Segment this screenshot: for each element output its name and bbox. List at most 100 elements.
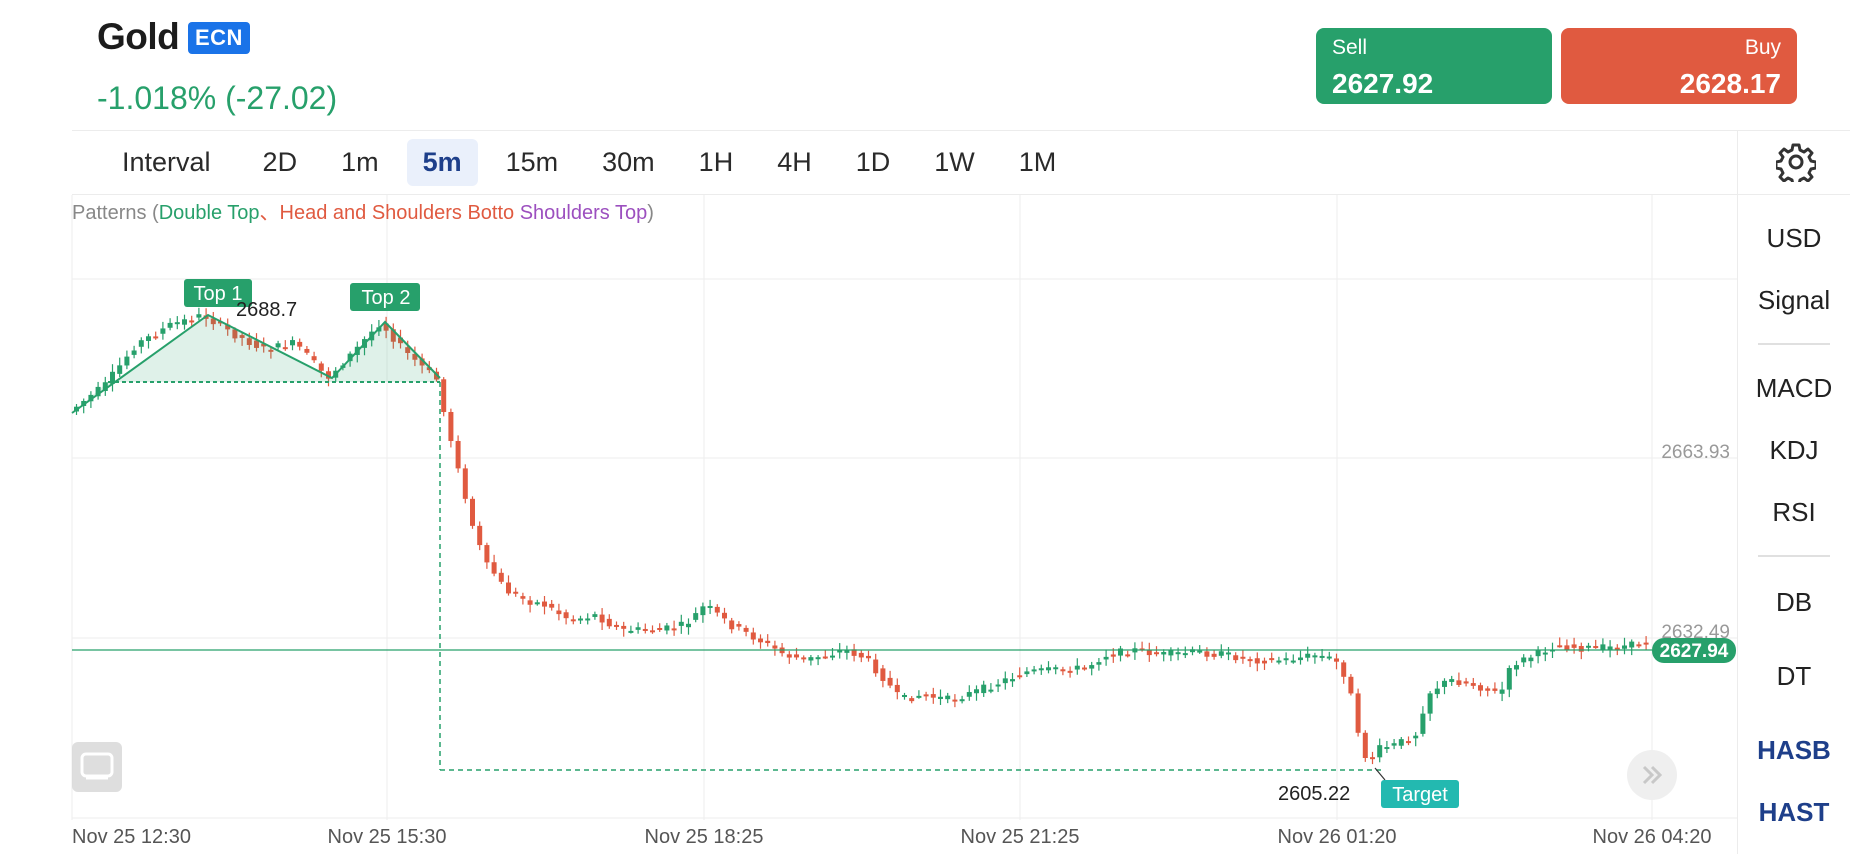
candle-body[interactable] [1607, 646, 1613, 650]
candle-body[interactable] [1485, 688, 1491, 691]
candle-body[interactable] [1427, 693, 1433, 714]
candle-body[interactable] [506, 582, 511, 594]
candle-body[interactable] [1312, 655, 1318, 658]
candle-body[interactable] [801, 657, 807, 660]
candle-body[interactable] [390, 329, 396, 342]
candle-body[interactable] [765, 640, 771, 644]
candle-body[interactable] [182, 319, 187, 325]
candle-body[interactable] [678, 621, 684, 626]
candle-body[interactable] [1262, 660, 1267, 664]
candle-body[interactable] [657, 628, 663, 631]
candle-body[interactable] [534, 602, 540, 605]
currency-usd[interactable]: USD [1766, 223, 1822, 253]
candle-body[interactable] [189, 320, 195, 323]
pattern-head-shoulders-bottom[interactable]: Head and Shoulders Botto [279, 202, 515, 224]
candle-body[interactable] [1038, 668, 1044, 671]
candle-body[interactable] [146, 336, 151, 341]
candle-body[interactable] [167, 322, 173, 328]
candle-body[interactable] [477, 525, 483, 546]
candle-body[interactable] [628, 630, 634, 633]
candle-body[interactable] [578, 618, 583, 621]
candle-body[interactable] [117, 365, 123, 374]
candle-body[interactable] [700, 606, 706, 616]
pattern-dt[interactable]: DT [1776, 661, 1812, 691]
candle-body[interactable] [1600, 644, 1606, 650]
candle-body[interactable] [1103, 656, 1109, 660]
pattern-hast[interactable]: HAST [1758, 797, 1830, 827]
candle-body[interactable] [290, 340, 295, 346]
candle-body[interactable] [1182, 653, 1188, 656]
candle-body[interactable] [1218, 651, 1224, 656]
candle-body[interactable] [1053, 667, 1059, 670]
candle-body[interactable] [966, 692, 972, 697]
candle-body[interactable] [930, 694, 936, 698]
candle-body[interactable] [527, 600, 533, 605]
candle-body[interactable] [1542, 652, 1548, 655]
interval-5m[interactable]: 5m [406, 138, 478, 186]
candle-body[interactable] [297, 341, 303, 347]
candle-body[interactable] [1636, 644, 1642, 647]
candle-body[interactable] [455, 441, 461, 469]
candle-body[interactable] [729, 620, 735, 630]
candle-body[interactable] [549, 603, 555, 608]
candle-body[interactable] [707, 605, 713, 608]
candle-body[interactable] [1074, 665, 1080, 670]
candle-body[interactable] [614, 624, 619, 627]
candle-body[interactable] [822, 656, 828, 659]
candle-body[interactable] [642, 628, 648, 631]
candle-body[interactable] [261, 343, 267, 347]
candle-body[interactable] [1125, 654, 1131, 657]
candle-body[interactable] [419, 358, 425, 366]
candle-body[interactable] [1463, 681, 1469, 684]
candle-body[interactable] [1233, 655, 1239, 661]
candle-body[interactable] [1470, 683, 1476, 686]
gear-icon[interactable] [1776, 142, 1816, 182]
candle-body[interactable] [1391, 743, 1397, 746]
candle-body[interactable] [88, 394, 94, 402]
candle-body[interactable] [1226, 652, 1231, 655]
candle-body[interactable] [318, 363, 324, 371]
candle-body[interactable] [1622, 645, 1627, 649]
candle-body[interactable] [196, 314, 202, 318]
interval-1d[interactable]: 1D [855, 146, 891, 177]
candle-body[interactable] [491, 562, 497, 574]
candle-body[interactable] [794, 654, 799, 658]
candle-body[interactable] [239, 335, 245, 338]
interval-1mo[interactable]: 1M [1018, 146, 1057, 177]
pattern-double-top[interactable]: Double Top [158, 202, 260, 224]
candle-body[interactable] [448, 412, 454, 441]
candle-body[interactable] [671, 628, 677, 631]
candle-body[interactable] [1334, 658, 1339, 662]
candle-body[interactable] [1398, 739, 1404, 746]
candle-body[interactable] [1254, 658, 1260, 664]
candle-body[interactable] [210, 318, 216, 325]
candle-body[interactable] [621, 625, 627, 629]
candle-body[interactable] [923, 694, 929, 697]
candle-body[interactable] [462, 468, 468, 499]
candle-body[interactable] [174, 322, 180, 325]
candle-body[interactable] [750, 632, 756, 640]
candle-body[interactable] [383, 323, 389, 331]
pattern-db[interactable]: DB [1775, 587, 1813, 617]
candle-body[interactable] [743, 627, 749, 632]
candle-body[interactable] [412, 353, 418, 360]
candle-body[interactable] [1326, 656, 1332, 659]
candle-body[interactable] [1499, 689, 1505, 694]
candle-body[interactable] [282, 347, 288, 350]
candle-body[interactable] [938, 696, 943, 699]
candle-body[interactable] [1571, 644, 1577, 648]
candle-body[interactable] [138, 340, 144, 347]
candle-body[interactable] [542, 601, 547, 607]
candle-body[interactable] [484, 545, 490, 563]
candle-body[interactable] [225, 324, 231, 330]
indicator-macd[interactable]: MACD [1755, 373, 1833, 403]
candle-body[interactable] [995, 684, 1001, 687]
candle-body[interactable] [1377, 745, 1383, 758]
candle-body[interactable] [1283, 658, 1289, 661]
candle-body[interactable] [1449, 679, 1455, 682]
candle-body[interactable] [1060, 669, 1066, 672]
candle-body[interactable] [1031, 669, 1037, 672]
candle-body[interactable] [1557, 645, 1563, 648]
candle-body[interactable] [902, 695, 907, 698]
candle-body[interactable] [988, 689, 994, 692]
